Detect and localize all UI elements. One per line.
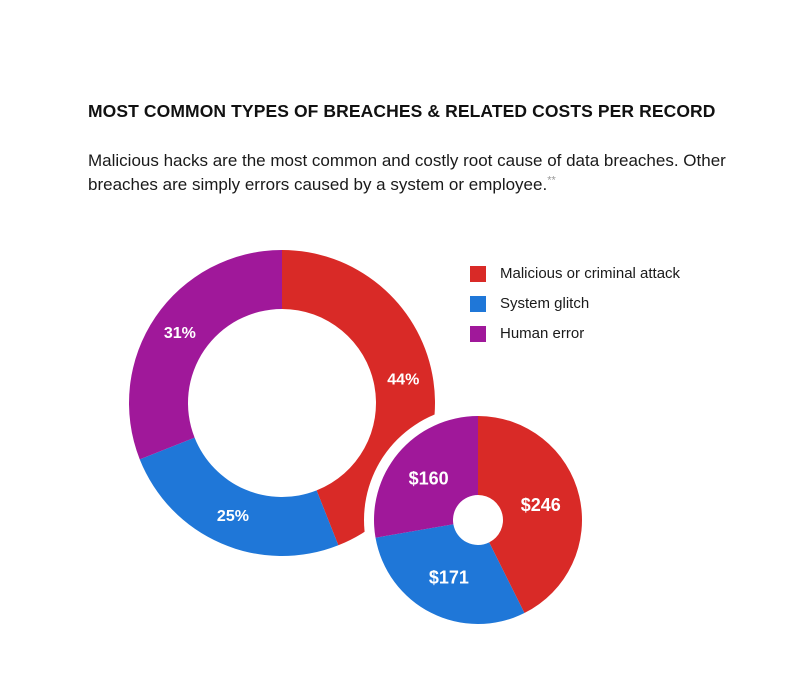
legend-item-system: System glitch bbox=[470, 294, 680, 313]
legend-swatch-human bbox=[470, 325, 486, 342]
legend-label-malicious: Malicious or criminal attack bbox=[500, 265, 681, 282]
subtitle-text: Malicious hacks are the most common and … bbox=[88, 151, 726, 194]
cost-donut-slice-malicious bbox=[478, 416, 582, 614]
cost-donut-slice-system bbox=[375, 524, 525, 624]
footnote-mark: ** bbox=[547, 174, 556, 187]
percent-donut-slice-system bbox=[139, 437, 339, 556]
legend-swatch-system bbox=[470, 295, 486, 312]
legend-item-human: Human error bbox=[470, 324, 680, 343]
legend: Malicious or criminal attack System glit… bbox=[470, 264, 680, 354]
percent-donut-label-malicious: 44% bbox=[387, 371, 419, 388]
percent-donut: 44% 25% 31% bbox=[128, 250, 436, 556]
cost-donut-label-human: $160 bbox=[409, 468, 449, 488]
cost-donut-label-malicious: $246 bbox=[521, 495, 561, 515]
chart-subtitle: Malicious hacks are the most common and … bbox=[88, 149, 728, 197]
cost-donut-slice-human bbox=[374, 416, 478, 538]
legend-label-human: Human error bbox=[500, 325, 585, 342]
chart-title: MOST COMMON TYPES OF BREACHES & RELATED … bbox=[88, 101, 716, 121]
cost-donut: $246 $171 $160 bbox=[364, 406, 592, 634]
legend-item-malicious: Malicious or criminal attack bbox=[470, 264, 680, 283]
legend-label-system: System glitch bbox=[500, 295, 590, 312]
cost-donut-label-system: $171 bbox=[429, 568, 469, 588]
legend-swatch-malicious bbox=[470, 265, 486, 282]
percent-donut-label-system: 25% bbox=[217, 508, 249, 525]
percent-donut-label-human: 31% bbox=[164, 325, 196, 342]
percent-donut-slice-human bbox=[128, 250, 282, 460]
